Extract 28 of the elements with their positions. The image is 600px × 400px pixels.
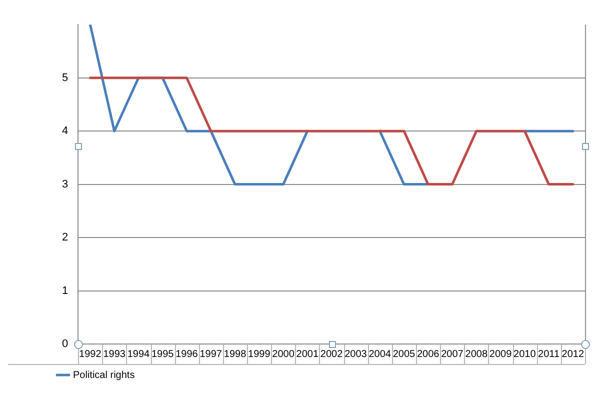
- x-tick-label: 2012: [562, 348, 584, 360]
- y-tick-label: 3: [62, 178, 68, 190]
- x-tick-label: 2011: [538, 348, 560, 360]
- x-tick-label: 2002: [320, 348, 344, 360]
- x-tick-label: 1999: [248, 348, 271, 360]
- y-tick-label: 0: [62, 338, 68, 350]
- x-tick-label: 2003: [344, 348, 368, 360]
- x-tick-label: 2006: [416, 348, 440, 360]
- x-tick-label: 2001: [296, 348, 319, 360]
- y-tick-label: 1: [62, 284, 68, 297]
- x-tick-label: 1993: [103, 348, 126, 360]
- x-tick-label: 2004: [368, 348, 392, 360]
- x-tick-label: 1998: [224, 348, 247, 360]
- x-tick-label: 2005: [392, 348, 416, 360]
- y-tick-label: 5: [62, 72, 68, 84]
- x-tick-label: 1995: [151, 348, 174, 360]
- x-tick-label: 2009: [489, 348, 512, 360]
- x-tick-label: 1996: [176, 348, 198, 360]
- y-tick-label: 2: [62, 232, 68, 244]
- y-tick-label: 4: [62, 125, 68, 138]
- x-tick-label: 2000: [272, 348, 295, 360]
- x-tick-label: 1997: [200, 348, 222, 360]
- x-tick-label: 2008: [465, 348, 488, 360]
- x-tick-label: 2010: [514, 348, 536, 360]
- x-tick-label: 1994: [127, 348, 150, 360]
- legend-label: Political rights: [73, 370, 135, 381]
- x-tick-label: 2007: [441, 348, 464, 360]
- x-tick-label: 1992: [79, 348, 102, 360]
